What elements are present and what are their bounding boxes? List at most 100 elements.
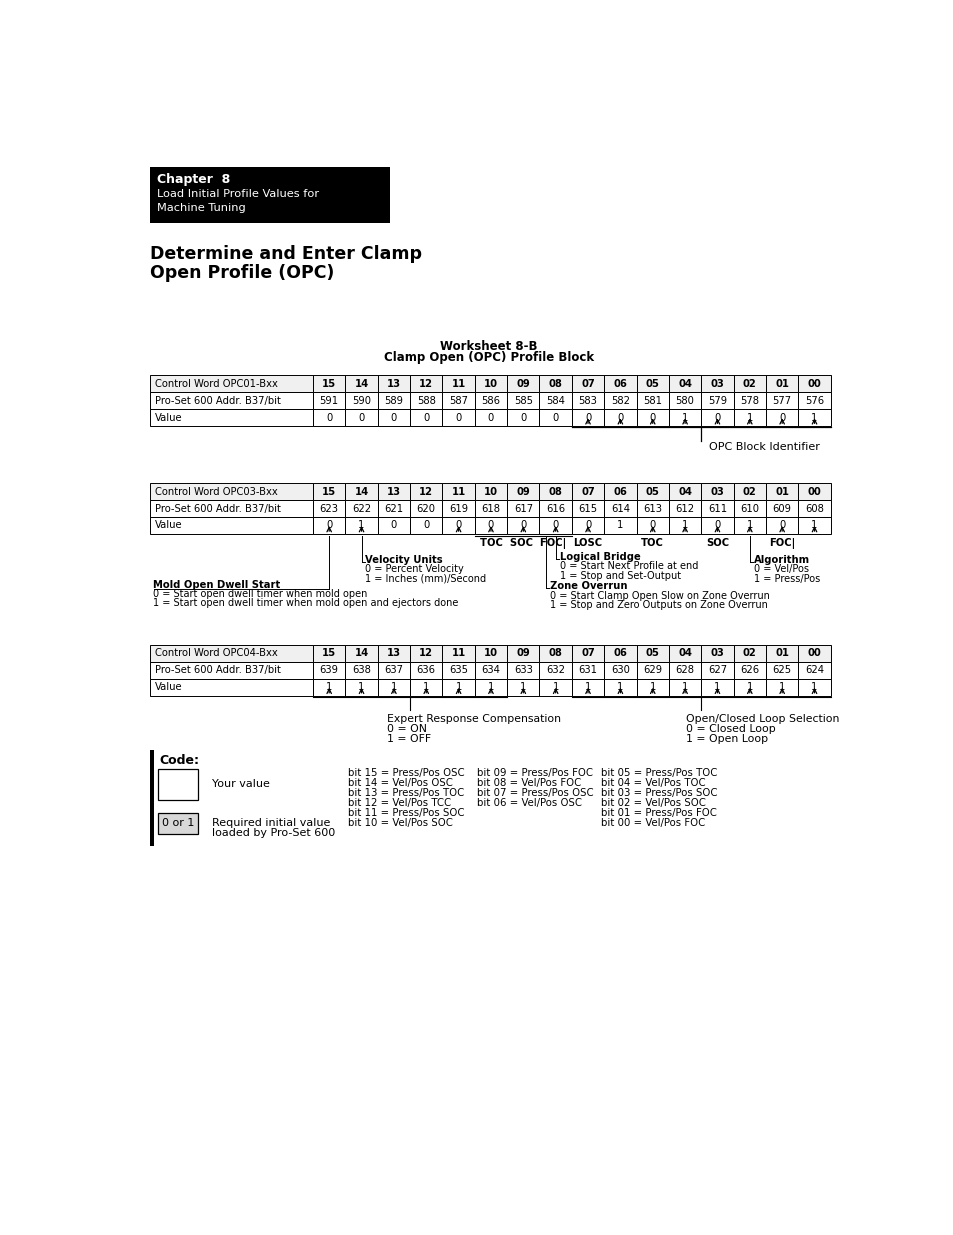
- Bar: [636, 679, 668, 695]
- Bar: [475, 645, 507, 662]
- Bar: [603, 662, 636, 679]
- Bar: [668, 375, 700, 393]
- Text: 07: 07: [580, 648, 595, 658]
- Text: 1: 1: [810, 682, 817, 692]
- Bar: [603, 500, 636, 517]
- Text: Value: Value: [154, 520, 182, 531]
- Bar: [377, 483, 410, 500]
- Text: 02: 02: [742, 379, 756, 389]
- Bar: [668, 645, 700, 662]
- Text: 09: 09: [516, 487, 530, 496]
- Bar: [765, 517, 798, 534]
- Text: Required initial value: Required initial value: [212, 819, 331, 829]
- Bar: [733, 662, 765, 679]
- Text: 627: 627: [707, 666, 726, 676]
- Text: 1: 1: [391, 682, 396, 692]
- Bar: [603, 645, 636, 662]
- Bar: [571, 483, 603, 500]
- Text: 576: 576: [804, 395, 823, 406]
- Text: 609: 609: [772, 504, 791, 514]
- Bar: [313, 483, 345, 500]
- Bar: [636, 483, 668, 500]
- Bar: [636, 409, 668, 426]
- Bar: [798, 483, 830, 500]
- Text: 14: 14: [354, 487, 368, 496]
- Text: 10: 10: [483, 379, 497, 389]
- Text: 0: 0: [391, 520, 396, 531]
- Bar: [765, 500, 798, 517]
- Bar: [313, 393, 345, 409]
- Bar: [798, 679, 830, 695]
- Bar: [377, 375, 410, 393]
- Text: 05: 05: [645, 487, 659, 496]
- Bar: [798, 375, 830, 393]
- Bar: [410, 483, 442, 500]
- Bar: [150, 662, 313, 679]
- Text: 00: 00: [807, 379, 821, 389]
- Text: 10: 10: [483, 648, 497, 658]
- Text: 0: 0: [326, 412, 332, 422]
- Bar: [507, 517, 539, 534]
- Text: 0: 0: [455, 520, 461, 531]
- Bar: [539, 679, 571, 695]
- Bar: [150, 375, 313, 393]
- Text: 1: 1: [746, 682, 752, 692]
- Text: Control Word OPC01-Bxx: Control Word OPC01-Bxx: [154, 379, 277, 389]
- Bar: [150, 517, 313, 534]
- Bar: [442, 393, 475, 409]
- Text: bit 15 = Press/Pos OSC: bit 15 = Press/Pos OSC: [348, 768, 464, 778]
- Text: Open/Closed Loop Selection: Open/Closed Loop Selection: [685, 714, 839, 724]
- Bar: [700, 393, 733, 409]
- Bar: [507, 500, 539, 517]
- Text: 631: 631: [578, 666, 597, 676]
- Bar: [700, 500, 733, 517]
- Text: Pro-Set 600 Addr. B37/bit: Pro-Set 600 Addr. B37/bit: [154, 395, 280, 406]
- Bar: [798, 662, 830, 679]
- Text: 07: 07: [580, 487, 595, 496]
- Text: bit 11 = Press/Pos SOC: bit 11 = Press/Pos SOC: [348, 808, 464, 818]
- Text: 619: 619: [449, 504, 468, 514]
- Bar: [410, 500, 442, 517]
- Bar: [798, 500, 830, 517]
- Bar: [150, 645, 313, 662]
- Bar: [475, 393, 507, 409]
- Text: 09: 09: [516, 648, 530, 658]
- Text: 1: 1: [681, 412, 687, 422]
- Text: 0: 0: [779, 520, 784, 531]
- Text: 589: 589: [384, 395, 403, 406]
- Bar: [668, 662, 700, 679]
- Text: 06: 06: [613, 379, 627, 389]
- Bar: [700, 483, 733, 500]
- Text: 585: 585: [514, 395, 533, 406]
- Bar: [442, 645, 475, 662]
- Text: 620: 620: [416, 504, 436, 514]
- Text: 611: 611: [707, 504, 726, 514]
- Text: 1: 1: [746, 520, 752, 531]
- Text: bit 02 = Vel/Pos SOC: bit 02 = Vel/Pos SOC: [600, 798, 705, 808]
- Bar: [442, 679, 475, 695]
- Text: TOC  SOC  FOC|: TOC SOC FOC|: [479, 537, 566, 548]
- Bar: [377, 500, 410, 517]
- Text: 0: 0: [391, 412, 396, 422]
- Bar: [410, 409, 442, 426]
- Text: 1: 1: [617, 682, 623, 692]
- Text: 15: 15: [322, 487, 335, 496]
- Text: 1: 1: [746, 412, 752, 422]
- Text: 0 = Start open dwell timer when mold open: 0 = Start open dwell timer when mold ope…: [153, 589, 367, 599]
- Bar: [765, 645, 798, 662]
- Text: 10: 10: [483, 487, 497, 496]
- Text: 1: 1: [326, 682, 332, 692]
- Bar: [345, 375, 377, 393]
- Bar: [377, 393, 410, 409]
- Text: Machine Tuning: Machine Tuning: [157, 204, 246, 214]
- Text: 04: 04: [678, 648, 691, 658]
- Bar: [313, 375, 345, 393]
- Text: 610: 610: [740, 504, 759, 514]
- Bar: [603, 375, 636, 393]
- Text: 01: 01: [775, 648, 788, 658]
- Text: 00: 00: [807, 648, 821, 658]
- Text: 0: 0: [617, 412, 623, 422]
- Bar: [798, 517, 830, 534]
- Bar: [733, 679, 765, 695]
- Bar: [798, 645, 830, 662]
